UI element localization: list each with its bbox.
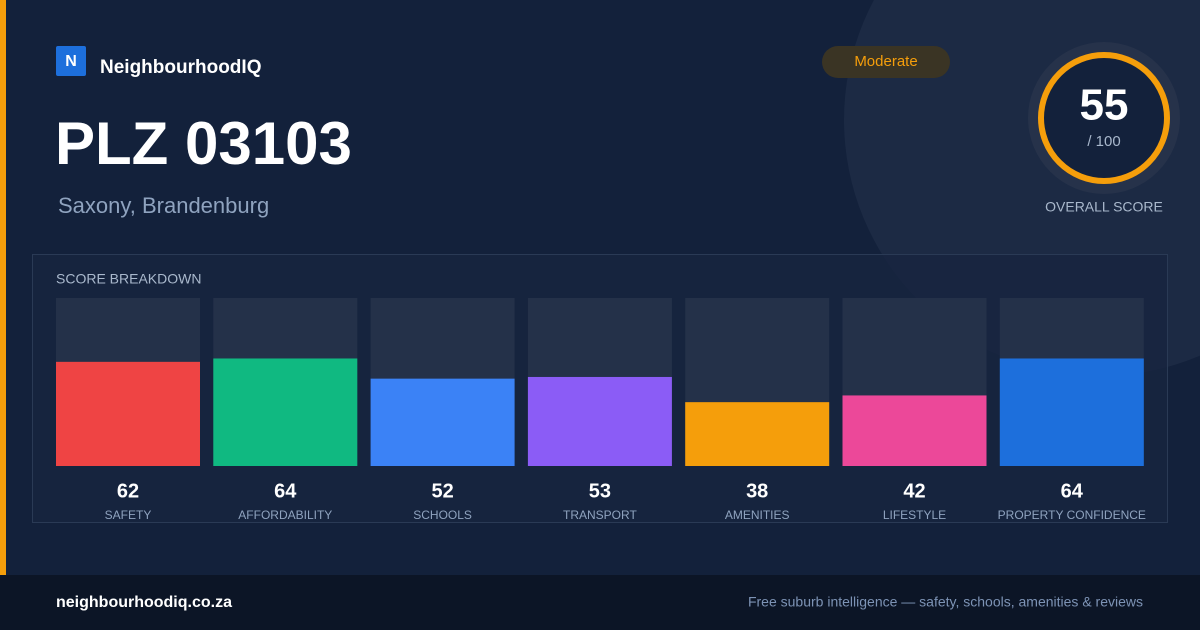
bar-value: 42 xyxy=(903,480,925,502)
bar-value: 62 xyxy=(117,480,139,502)
bar xyxy=(999,358,1144,466)
brand: NeighbourhoodIQ xyxy=(100,57,261,78)
bar xyxy=(213,358,358,466)
bar-value: 64 xyxy=(274,480,297,502)
badge xyxy=(822,46,950,78)
bar xyxy=(56,361,200,466)
bars: 62 SAFETY 64 AFFORDABILITY 52 SCHOOLS 53 TRANSP… xyxy=(56,298,1146,522)
overall-max: / 100 xyxy=(1087,133,1120,150)
overall-score: 55 xyxy=(1080,81,1129,130)
ring xyxy=(1038,52,1170,184)
bar-label: LIFESTYLE xyxy=(883,508,946,522)
bar-value: 38 xyxy=(746,480,768,502)
bar xyxy=(370,378,515,466)
bar xyxy=(842,395,987,466)
bar-value: 53 xyxy=(589,480,611,502)
footer-tagline: Free suburb intelligence — safety, schoo… xyxy=(748,594,1143,610)
bar xyxy=(527,376,672,466)
logo-letter: N xyxy=(65,53,77,70)
badge-text: Moderate xyxy=(854,53,917,70)
accent-stripe xyxy=(0,0,6,575)
bar-label: AMENITIES xyxy=(725,508,790,522)
logo xyxy=(56,46,86,76)
bar-label: SCHOOLS xyxy=(413,508,472,522)
footer xyxy=(0,575,1200,630)
bar-label: SAFETY xyxy=(105,508,152,522)
breakdown-title: SCORE BREAKDOWN xyxy=(56,271,201,287)
bar-label: AFFORDABILITY xyxy=(238,508,332,522)
bar-label: TRANSPORT xyxy=(563,508,637,522)
footer-site: neighbourhoodiq.co.za xyxy=(56,594,232,611)
bar xyxy=(685,402,830,466)
bar-value: 52 xyxy=(431,480,453,502)
title: PLZ 03103 xyxy=(55,110,352,177)
bar-label: PROPERTY CONFIDENCE xyxy=(998,508,1146,522)
overall-caption: OVERALL SCORE xyxy=(1045,199,1163,215)
bar-value: 64 xyxy=(1061,480,1084,502)
subtitle: Saxony, Brandenburg xyxy=(58,193,269,218)
